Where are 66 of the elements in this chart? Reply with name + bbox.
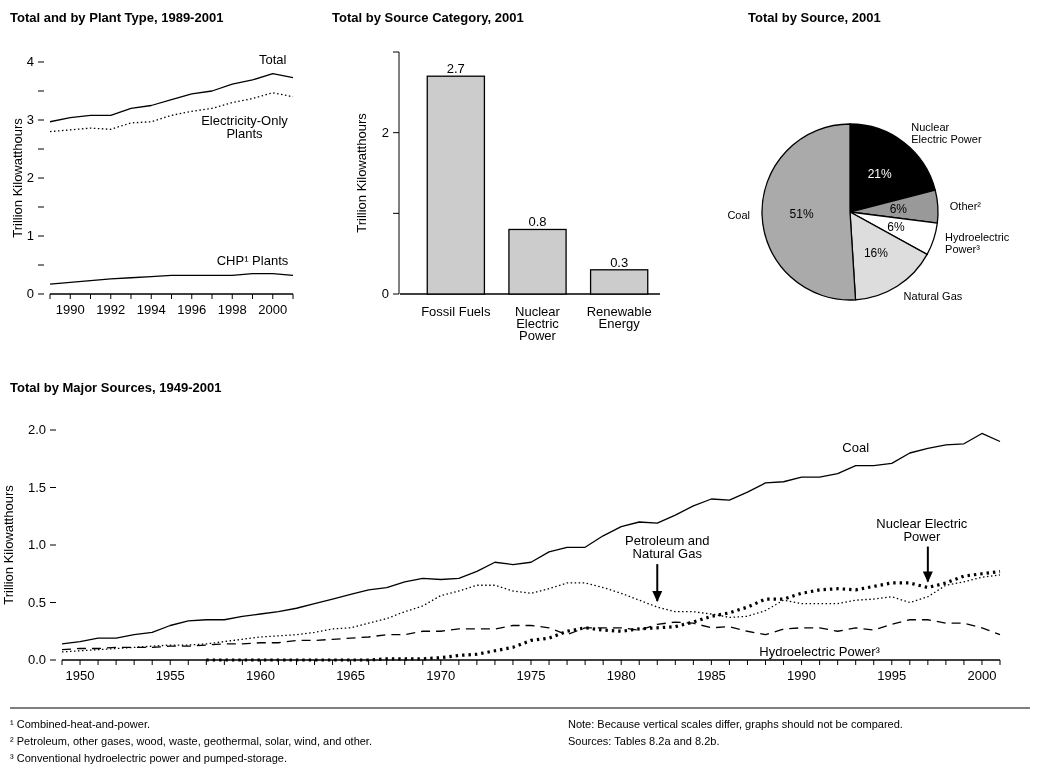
x-tick-label: Renewable Energy	[586, 304, 652, 331]
y-tick-label: 2.0	[27, 422, 46, 437]
text: Petroleum and Natural Gas	[624, 533, 710, 562]
x-tick-label: 1990	[787, 668, 817, 683]
text: Note: Because vertical scales differ, graphs should not be compared.	[568, 718, 903, 730]
x-tick-label: 2000	[258, 302, 288, 317]
slice-label: Hydroelectric Power³	[945, 230, 1010, 255]
slice-label: Nuclear Electric Power	[911, 120, 982, 145]
text: Nuclear Electric Power	[876, 515, 968, 544]
y-tick-label: 0	[381, 286, 389, 301]
x-tick-label: Nuclear Electric Power	[515, 304, 561, 343]
y-tick-label: 1.0	[27, 537, 46, 552]
chart-title: Total by Source Category, 2001	[332, 10, 524, 25]
text: ³ Conventional hydroelectric power and pumped-storage.	[10, 752, 287, 764]
x-tick-label: 1990	[55, 302, 85, 317]
data-label: 2.7	[446, 61, 465, 77]
chart-title: Total by Major Sources, 1949-2001	[10, 380, 222, 395]
y-axis-title: Trillion Kilowatthours	[1, 484, 16, 605]
data-label: 6%	[889, 201, 908, 216]
y-tick-label: 0.0	[27, 652, 46, 667]
chart-title: Total by Source, 2001	[748, 10, 881, 25]
x-tick-label: 1970	[426, 668, 456, 683]
data-label: 21%	[867, 166, 892, 181]
x-tick-label: 1995	[877, 668, 907, 683]
y-tick-label: 0.5	[27, 594, 46, 610]
x-tick-label: 1996	[177, 302, 207, 317]
slice-label: Natural Gas	[903, 290, 963, 303]
series-label: Hydroelectric Power³	[759, 643, 881, 659]
data-label: 6%	[887, 219, 906, 234]
text: ² Petroleum, other gases, wood, waste, geothermal, solar, wind, and other.	[10, 735, 372, 747]
y-tick-label: 1	[26, 228, 34, 243]
y-tick-label: 3	[26, 112, 34, 127]
x-tick-label: 1955	[155, 668, 185, 683]
data-label: 51%	[789, 206, 814, 221]
y-tick-label: 0	[26, 286, 34, 301]
x-tick-label: 1965	[336, 668, 366, 683]
slice-label: Coal	[727, 209, 751, 222]
x-tick-label: 1975	[516, 668, 546, 683]
x-tick-label: Fossil Fuels	[421, 304, 491, 319]
line-series	[49, 273, 294, 285]
y-tick-label: 1.5	[27, 479, 46, 495]
line-series	[61, 432, 1001, 645]
data-label: 16%	[863, 245, 889, 260]
x-tick-label: 1994	[136, 302, 166, 317]
x-tick-label: 1985	[696, 668, 726, 683]
y-tick-label: 2	[381, 124, 389, 140]
text: ¹ Combined-heat-and-power.	[10, 718, 151, 730]
series-label: Electricity-Only Plants	[201, 112, 289, 141]
y-axis-title: Trillion Kilowatthours	[354, 112, 369, 233]
x-tick-label: 1992	[96, 302, 126, 317]
data-label: 0.8	[528, 214, 547, 230]
source-note: Sources: Tables 8.2a and 8.2b.	[568, 735, 720, 747]
series-label: Coal	[842, 439, 870, 455]
slice-label: Other²	[949, 199, 982, 212]
series-label: CHP¹ Plants	[216, 252, 289, 268]
x-tick-label: 1980	[606, 668, 636, 683]
data-label: 0.3	[610, 254, 629, 270]
x-tick-label: 2000	[967, 668, 997, 683]
x-tick-label: 1998	[217, 302, 247, 317]
x-tick-label: 1950	[65, 668, 95, 683]
chart-title: Total and by Plant Type, 1989-2001	[10, 10, 224, 25]
y-tick-label: 4	[26, 54, 34, 69]
y-axis-title: Trillion Kilowatthours	[10, 117, 25, 238]
series-label: Total	[259, 51, 287, 67]
x-tick-label: 1960	[245, 668, 275, 683]
y-tick-label: 2	[26, 170, 34, 185]
